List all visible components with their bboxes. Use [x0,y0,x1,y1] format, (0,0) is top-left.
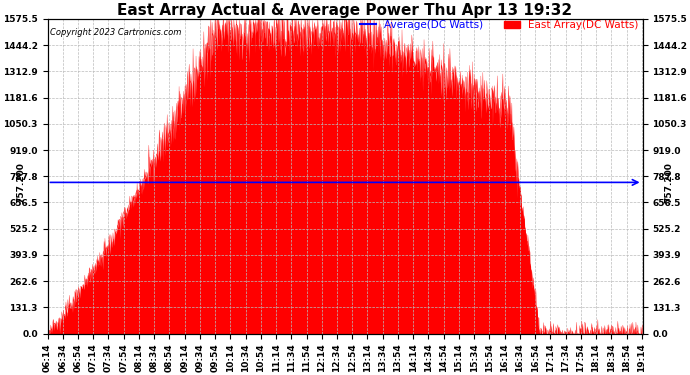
Text: 757.200: 757.200 [17,162,26,203]
Legend: Average(DC Watts), East Array(DC Watts): Average(DC Watts), East Array(DC Watts) [356,16,642,34]
Title: East Array Actual & Average Power Thu Apr 13 19:32: East Array Actual & Average Power Thu Ap… [117,3,573,18]
Text: 757.200: 757.200 [664,162,673,203]
Text: Copyright 2023 Cartronics.com: Copyright 2023 Cartronics.com [50,28,182,38]
